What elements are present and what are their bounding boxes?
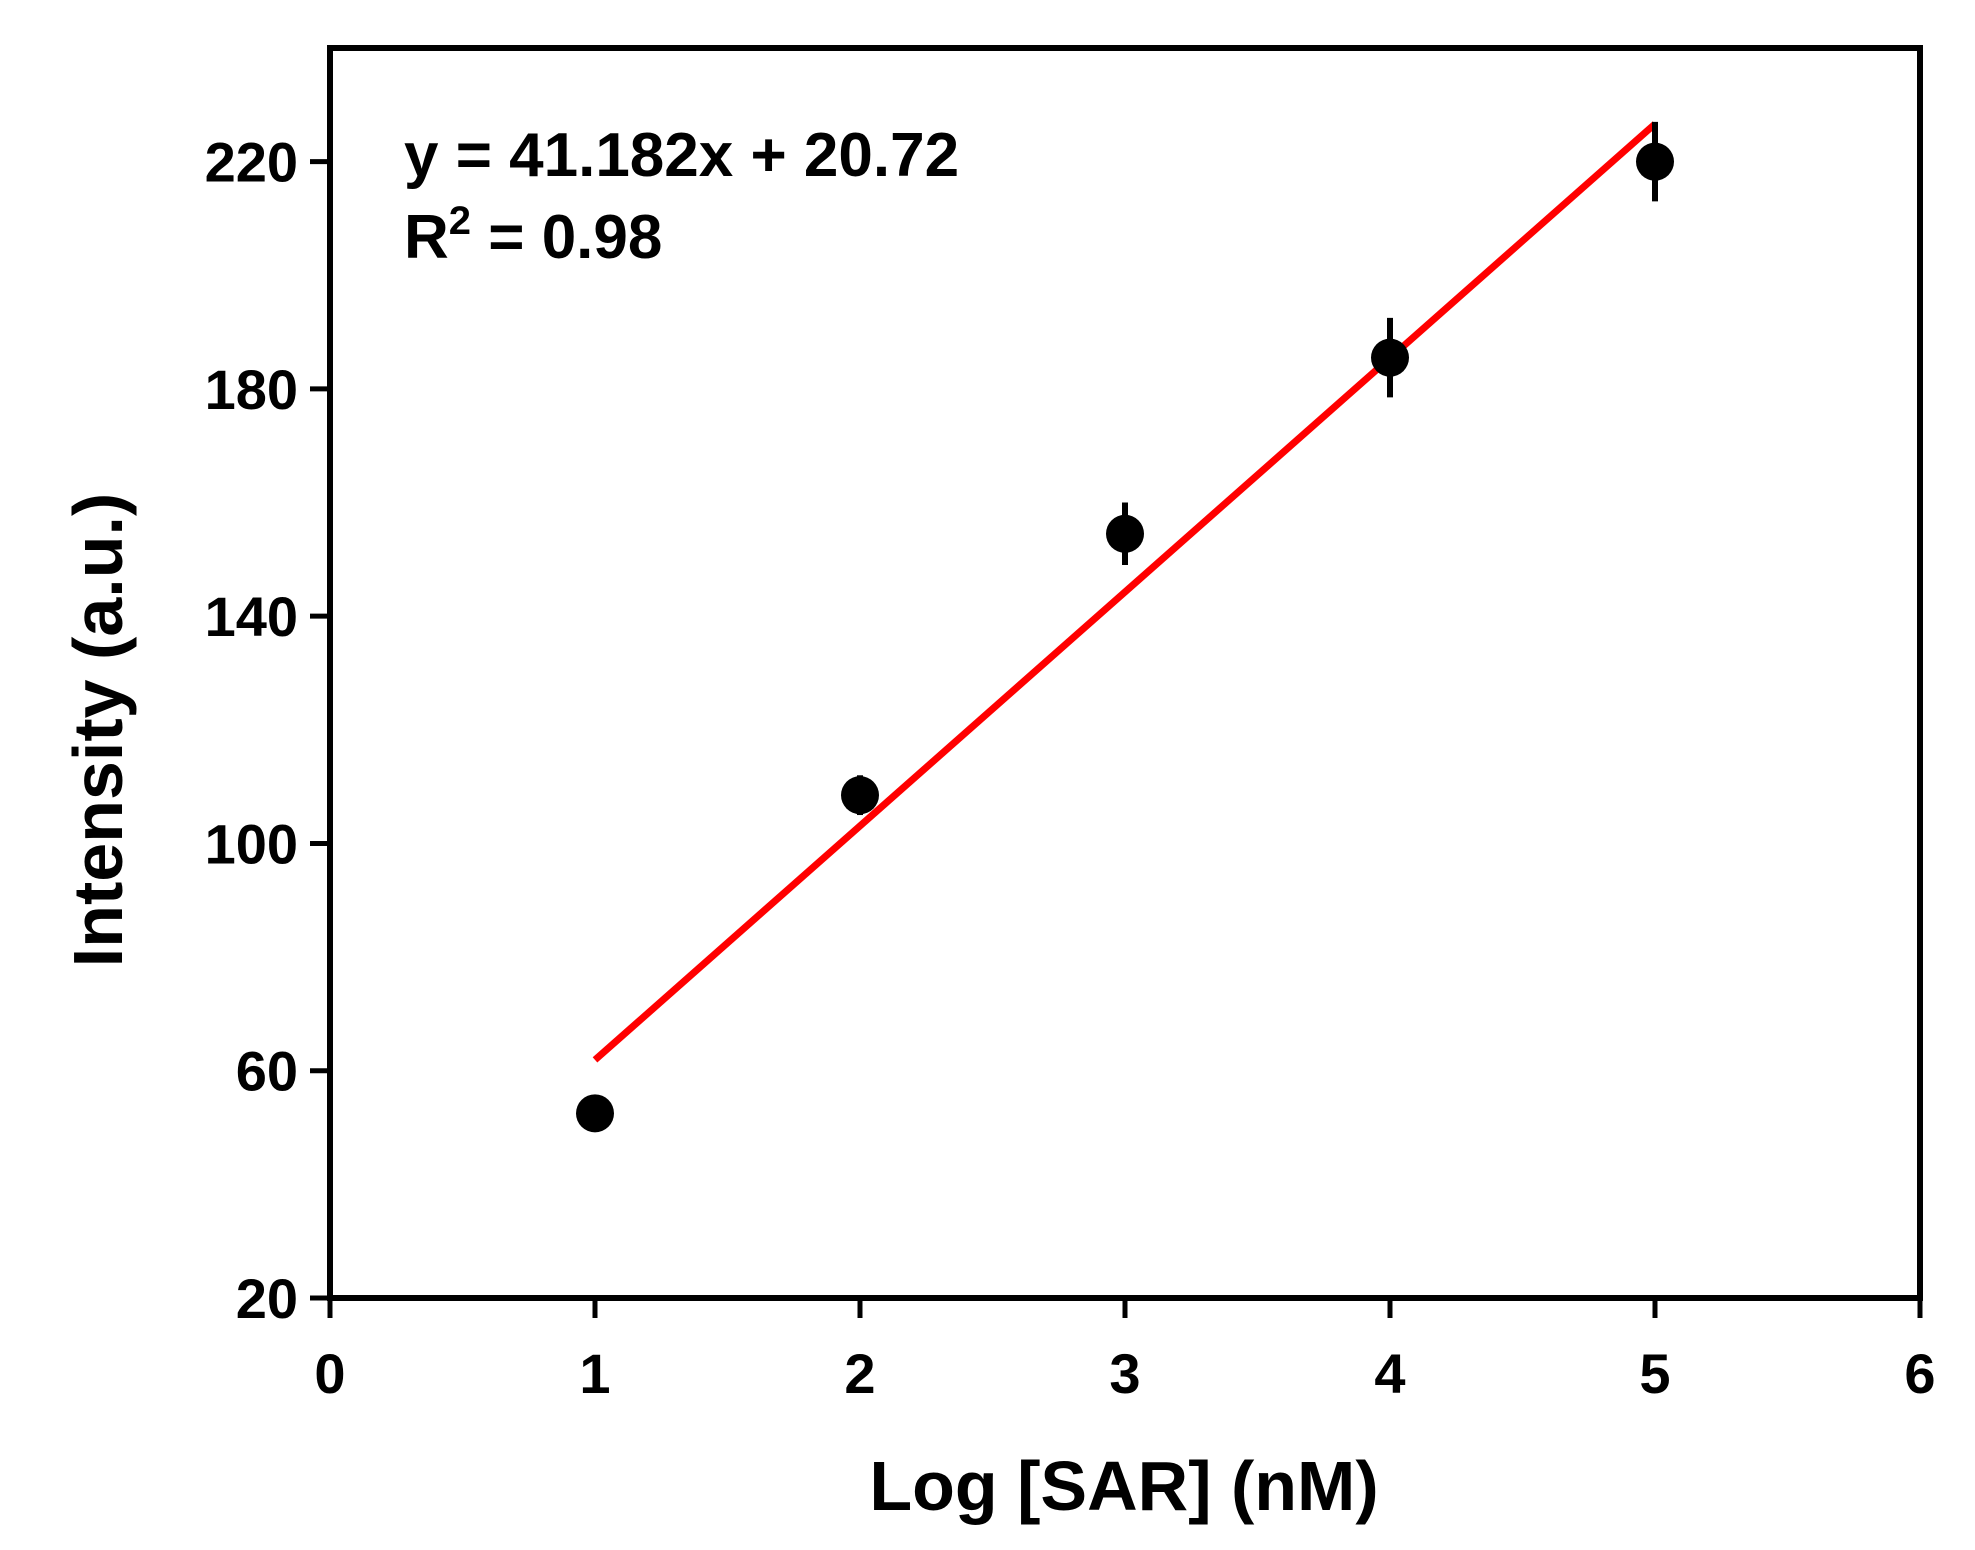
- r-squared-prefix: R: [404, 203, 449, 272]
- fit-line-layer: [592, 121, 1658, 1063]
- x-tick-label: 1: [579, 1342, 610, 1405]
- y-tick-label: 60: [236, 1040, 298, 1103]
- y-tick-label: 140: [205, 585, 298, 648]
- r-squared-superscript: 2: [449, 199, 471, 243]
- y-tick-label: 220: [205, 131, 298, 194]
- data-point: [1371, 338, 1409, 377]
- data-point: [1636, 142, 1674, 181]
- data-points-layer: [576, 121, 1674, 1133]
- x-tick-label: 0: [314, 1342, 345, 1405]
- y-tick-label: 20: [236, 1267, 298, 1330]
- fit-equation: y = 41.182x + 20.72: [404, 121, 959, 190]
- x-axis-title: Log [SAR] (nM): [869, 1447, 1378, 1525]
- x-tick-label: 3: [1109, 1342, 1140, 1405]
- x-tick-label: 5: [1639, 1342, 1670, 1405]
- r-squared: R2 = 0.98: [404, 199, 662, 272]
- y-axis-title: Intensity (a.u.): [59, 493, 137, 967]
- data-point: [1106, 514, 1144, 553]
- x-tick-label: 4: [1374, 1342, 1405, 1405]
- x-tick-label: 6: [1904, 1342, 1935, 1405]
- y-tick-label: 100: [205, 812, 298, 875]
- data-point: [576, 1094, 614, 1133]
- fit-line: [592, 121, 1658, 1063]
- r-squared-value: = 0.98: [471, 203, 662, 272]
- ticks-layer: 0 1 2 3 4 5 6 20 60 100 140 180 220: [205, 131, 1936, 1405]
- y-tick-label: 180: [205, 358, 298, 421]
- data-point: [841, 776, 879, 815]
- x-tick-label: 2: [844, 1342, 875, 1405]
